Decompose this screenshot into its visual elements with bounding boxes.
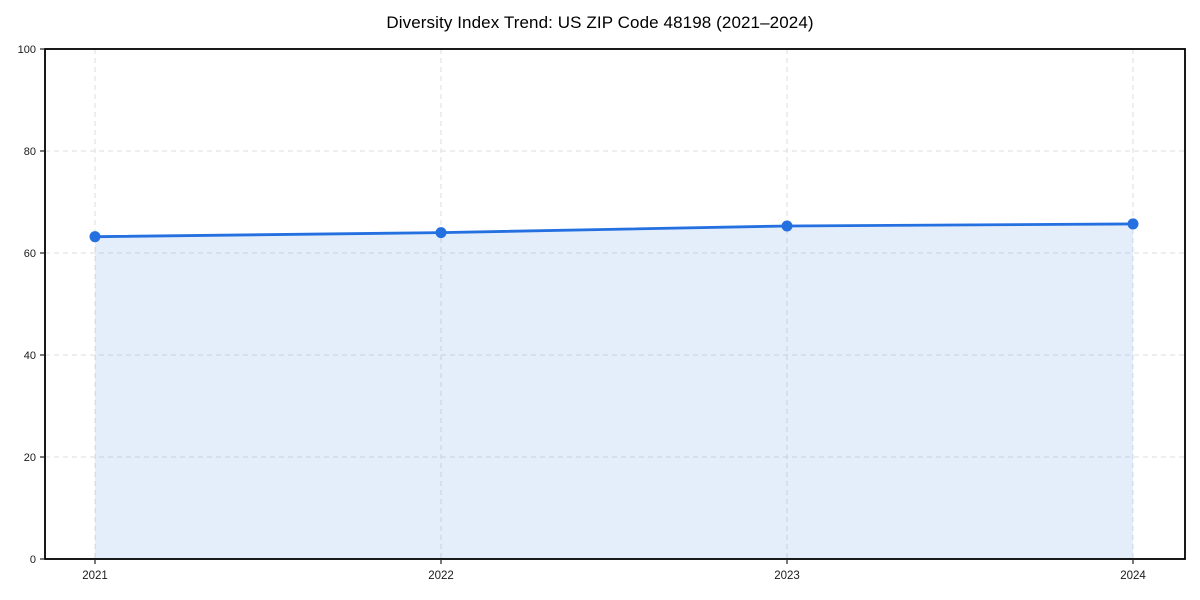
data-point [781,220,793,232]
y-tick-label: 100 [18,44,36,56]
x-tick-label: 2022 [428,570,454,582]
chart-title: Diversity Index Trend: US ZIP Code 48198… [386,13,814,32]
area-fill [95,223,1133,559]
x-tick-label: 2024 [1120,570,1146,582]
y-tick-label: 60 [24,248,36,260]
data-point [1127,218,1139,230]
plot-border [44,48,1186,560]
x-tick-label: 2021 [82,570,108,582]
y-tick-label: 80 [24,146,36,158]
y-tick-label: 0 [30,554,36,566]
data-point [435,227,447,239]
y-tick-label: 20 [24,452,36,464]
x-tick-label: 2023 [774,570,800,582]
trend-line [93,222,1135,239]
y-tick-label: 40 [24,350,36,362]
data-point [89,231,101,243]
